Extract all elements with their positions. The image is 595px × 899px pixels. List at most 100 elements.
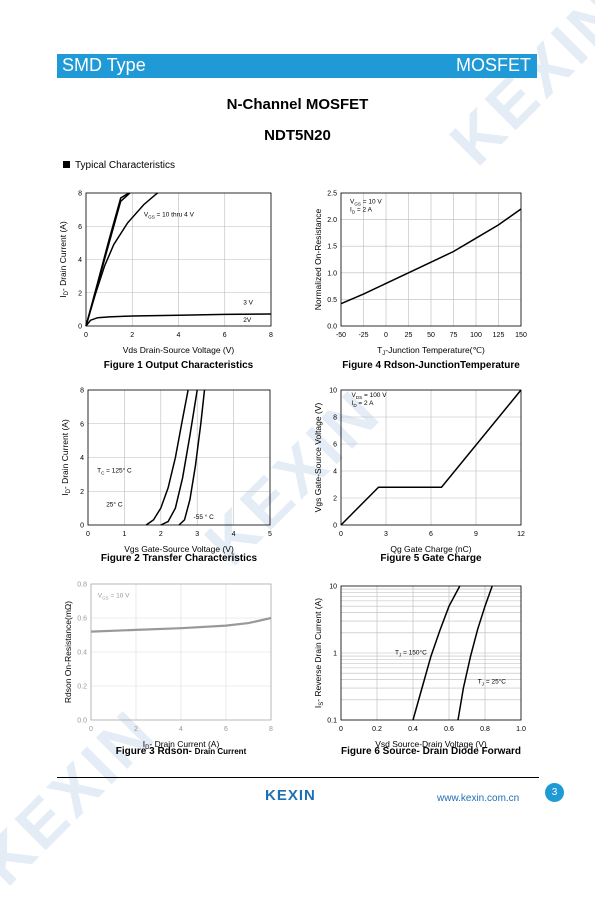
fig5-annotation: VDS = 100 V xyxy=(352,392,388,400)
fig6-x-tick-label: 0.6 xyxy=(444,726,454,733)
fig5-y-axis-label: Vgs Gate-Source Voltage (V) xyxy=(313,403,323,513)
fig6-y-tick-label: 10 xyxy=(329,584,337,591)
fig5-x-tick-label: 6 xyxy=(429,531,433,538)
fig3-caption: Figure 3 Rdson- Drain Current xyxy=(116,746,247,757)
fig2-series-line xyxy=(145,389,189,526)
fig1-frame xyxy=(85,192,272,327)
fig1-y-tick-label: 8 xyxy=(78,191,82,198)
fig6-x-axis-label: Vsd Source-Drain Voltage (V) xyxy=(375,739,487,749)
fig6-x-tick-label: 0.8 xyxy=(480,726,490,733)
fig4-y-tick-label: 2.5 xyxy=(327,191,337,198)
fig2-y-tick-label: 8 xyxy=(80,388,84,395)
fig4-x-tick-label: 125 xyxy=(493,332,505,339)
fig5-frame xyxy=(340,389,522,526)
part-number: NDT5N20 xyxy=(264,127,331,144)
fig5-y-tick-label: 8 xyxy=(333,415,337,422)
fig5-x-tick-label: 3 xyxy=(384,531,388,538)
fig1-caption: Figure 1 Output Characteristics xyxy=(104,360,254,371)
fig4-x-tick-label: 25 xyxy=(405,332,413,339)
fig1-chart: 0 2 4 6 8 0 2 4 6 8 Vds Drain-Source Voltage (V) ID… xyxy=(58,191,273,372)
fig4-x-tick-label: 150 xyxy=(515,332,527,339)
fig1-x-axis-label: Vds Drain-Source Voltage (V) xyxy=(123,345,235,355)
fig5-y-tick-label: 6 xyxy=(333,442,337,449)
fig4-y-tick-label: 2.0 xyxy=(327,217,337,224)
fig1-x-tick-label: 6 xyxy=(223,332,227,339)
fig2-y-axis-label: ID- Drain Current (A) xyxy=(60,419,72,496)
fig3-annotation: VGS = 10 V xyxy=(98,593,130,601)
fig2-y-tick-label: 0 xyxy=(80,523,84,530)
fig6-x-tick-label: 1.0 xyxy=(516,726,526,733)
fig6-x-tick-label: 0.4 xyxy=(408,726,418,733)
fig2-x-tick-label: 4 xyxy=(232,531,236,538)
fig3-chart: 0 2 4 6 8 0.0 0.2 0.4 0.6 0.8 ID- Drain Current (A… xyxy=(63,582,273,758)
kexin-logo: KEXIN xyxy=(265,787,316,804)
fig5-series-line xyxy=(340,389,522,526)
fig2-x-tick-label: 3 xyxy=(195,531,199,538)
fig3-x-tick-label: 2 xyxy=(134,726,138,733)
fig6-series-line xyxy=(457,585,493,721)
fig1-y-tick-label: 4 xyxy=(78,257,82,264)
fig4-x-axis-label: TJ-Junction Temperature(℃) xyxy=(377,345,485,357)
fig6-annotation: TJ = 25°C xyxy=(478,678,507,687)
fig3-x-tick-label: 0 xyxy=(89,726,93,733)
fig4-caption: Figure 4 Rdson-JunctionTemperature xyxy=(342,360,520,371)
fig3-x-axis-label: ID- Drain Current (A) xyxy=(143,739,220,751)
fig2-y-tick-label: 6 xyxy=(80,421,84,428)
fig5-x-tick-label: 12 xyxy=(517,531,525,538)
fig3-x-tick-label: 6 xyxy=(224,726,228,733)
fig4-x-tick-label: 50 xyxy=(427,332,435,339)
fig4-frame xyxy=(340,192,522,327)
fig1-annotation: VGS = 10 thru 4 V xyxy=(144,211,195,219)
fig4-annotation: ID = 2 A xyxy=(350,207,373,215)
fig3-y-tick-label: 0.8 xyxy=(77,582,87,589)
fig3-y-tick-label: 0.6 xyxy=(77,616,87,623)
fig5-x-axis-label: Qg Gate Charge (nC) xyxy=(390,544,471,554)
fig2-annotation: TC = 125° C xyxy=(97,467,132,476)
fig2-x-tick-label: 5 xyxy=(268,531,272,538)
fig3-y-axis-label: Rdson On-Resistance(mΩ) xyxy=(63,601,73,703)
fig1-series-line xyxy=(85,192,159,327)
fig2-y-tick-label: 4 xyxy=(80,455,84,462)
fig2-chart: 0 1 2 3 4 5 0 2 4 6 8 Vgs Gate-Source Voltage (V) ID… xyxy=(60,388,272,565)
fig5-x-tick-label: 0 xyxy=(339,531,343,538)
fig2-x-tick-label: 0 xyxy=(86,531,90,538)
fig5-y-tick-label: 0 xyxy=(333,523,337,530)
fig2-x-axis-label: Vgs Gate-Source Voltage (V) xyxy=(124,544,234,554)
fig3-y-tick-label: 0.4 xyxy=(77,650,87,657)
fig3-frame xyxy=(90,583,272,721)
fig4-x-tick-label: 100 xyxy=(470,332,482,339)
footer-url[interactable]: www.kexin.com.cn xyxy=(437,793,520,804)
fig6-y-tick-label: 0.1 xyxy=(327,718,337,725)
fig1-x-tick-label: 2 xyxy=(130,332,134,339)
fig2-series-line xyxy=(178,389,206,526)
fig6-x-tick-label: 0 xyxy=(339,726,343,733)
fig3-series-line xyxy=(90,616,272,633)
fig1-x-tick-label: 4 xyxy=(177,332,181,339)
fig1-x-tick-label: 0 xyxy=(84,332,88,339)
section-heading: Typical Characteristics xyxy=(63,160,175,171)
fig5-caption: Figure 5 Gate Charge xyxy=(380,553,482,564)
fig1-annotation: 3 V xyxy=(243,299,253,306)
fig5-y-tick-label: 10 xyxy=(329,388,337,395)
fig3-x-tick-label: 8 xyxy=(269,726,273,733)
charts-canvas: 0 2 4 6 8 0 2 4 6 8 Vds Drain-Source Voltage (V) ID… xyxy=(58,191,527,758)
fig4-chart: -50 -25 0 25 50 75 100 125 150 0.0 0.5 1.0 1.5 2.0 2.5… xyxy=(313,191,527,372)
fig6-y-axis-label: IS- Reverse Drain Current (A) xyxy=(313,598,325,708)
fig4-y-tick-label: 0.5 xyxy=(327,297,337,304)
fig6-chart: 0 0.2 0.4 0.6 0.8 1.0 0.1 1 10 Vsd Source-Drain V… xyxy=(313,584,526,758)
fig4-series-line xyxy=(340,208,522,305)
fig6-y-tick-label: 1 xyxy=(333,651,337,658)
fig5-y-tick-label: 2 xyxy=(333,496,337,503)
section-heading-text: Typical Characteristics xyxy=(75,160,176,171)
fig4-annotation: VGS = 10 V xyxy=(350,199,382,207)
header-banner: SMD Type MOSFET xyxy=(57,54,537,78)
fig2-y-tick-label: 2 xyxy=(80,489,84,496)
footer-divider xyxy=(57,777,539,778)
page-title: N-Channel MOSFET xyxy=(226,96,369,113)
fig5-x-tick-label: 9 xyxy=(474,531,478,538)
fig1-x-tick-label: 8 xyxy=(269,332,273,339)
fig4-y-axis-label: Normalized On-Resistance xyxy=(313,208,323,310)
fig2-series-line xyxy=(160,389,198,526)
fig6-x-tick-label: 0.2 xyxy=(372,726,382,733)
fig5-annotation: ID = 2 A xyxy=(352,400,375,408)
